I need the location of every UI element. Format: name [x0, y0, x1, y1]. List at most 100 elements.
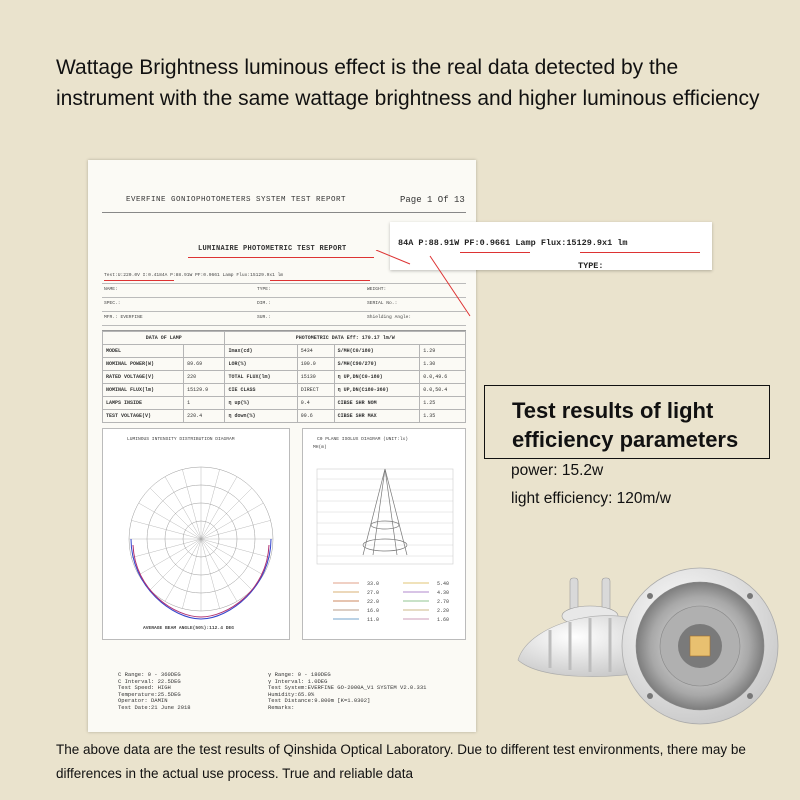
table-row: LAMPS INSIDE 1 η up(%) 0.4 CIBSE SHR NOM 1.25	[101, 396, 466, 410]
lamp-data-table: DATA OF LAMP PHOTOMETRIC DATA Eff: 170.1…	[101, 330, 466, 423]
polar-diagram	[128, 466, 274, 620]
table-cell: NOMINAL FLUX(lm)	[101, 383, 185, 397]
power-spec: power: 15.2w	[511, 462, 604, 479]
efficiency-spec: light efficiency: 120m/w	[511, 490, 671, 507]
dim-label: DIM.:	[257, 301, 271, 306]
table-cell: 100.0	[296, 357, 335, 371]
red-underline	[580, 252, 700, 253]
type-label: TYPE:	[257, 287, 271, 292]
table-cell: CIBSE SHR MAX	[333, 409, 421, 423]
table-cell: 220.4	[183, 409, 226, 423]
results-box	[484, 385, 770, 459]
serial-label: SERIAL No.:	[367, 301, 398, 306]
info-table: Test:U:220.0V I:0.4184A P:88.91W PF:0.96…	[102, 270, 466, 326]
test-line: Test:U:220.0V I:0.4184A P:88.91W PF:0.96…	[104, 273, 284, 278]
report-header: EVERFINE GONIOPHOTOMETERS SYSTEM TEST RE…	[126, 196, 347, 204]
condition-line: Remarks:	[268, 703, 295, 711]
table-cell: LAMPS INSIDE	[101, 396, 185, 410]
divider	[102, 212, 466, 213]
headline: Wattage Brightness luminous effect is th…	[56, 56, 760, 110]
red-underline	[270, 280, 370, 281]
table-row: MODEL Imax(cd) 5434 S/MH(C0/180) 1.29	[101, 344, 466, 358]
isolux-diagram-panel: C0 PLANE ISOLUX DIAGRAM (UNIT:lx) MH(m) …	[302, 428, 466, 640]
test-conditions-right: γ Range: 0 - 180DEG γ Interval: 1.0DEG Tes…	[268, 671, 427, 712]
table-cell: CIBSE SHR NOM	[333, 396, 421, 410]
isolux-title: C0 PLANE ISOLUX DIAGRAM (UNIT:lx)	[317, 437, 408, 442]
zoomed-measurement-text: 84A P:88.91W PF:0.9661 Lamp Flux:15129.9…	[398, 238, 628, 248]
results-title: Test results of light efficiency paramet…	[512, 398, 739, 452]
table-cell: 99.6	[296, 409, 335, 423]
condition-line: Operator: DAMIN	[118, 697, 168, 705]
table-row: TEST VOLTAGE(V) 220.4 η down(%) 99.6 CIBSE S…	[101, 409, 466, 423]
table-cell: NOMINAL POWER(W)	[101, 357, 185, 371]
polar-diagram-panel: LUMINOUS INTENSITY DISTRIBUTION DIAGRAM …	[102, 428, 290, 640]
table-cell: 1.25	[419, 396, 466, 410]
red-underline	[104, 280, 174, 281]
table-cell: 1	[183, 396, 226, 410]
red-underline	[188, 257, 374, 258]
table-row: NOMINAL FLUX(lm) 15129.9 CIE CLASS DIRECT η …	[101, 383, 466, 397]
condition-line: Temperature:25.5DEG	[118, 690, 181, 698]
table-cell: TOTAL FLUX(lm)	[224, 370, 298, 384]
report-title: LUMINAIRE PHOTOMETRIC TEST REPORT	[198, 245, 347, 253]
table-cell: 15129.9	[183, 383, 226, 397]
lamp-header: DATA OF LAMP	[101, 331, 226, 345]
zoomed-measurement-strip: 84A P:88.91W PF:0.9661 Lamp Flux:15129.9…	[390, 222, 712, 271]
red-callout-lines	[375, 250, 471, 317]
legend-value: 1.60	[437, 617, 449, 623]
test-conditions-left: C Range: 0 - 360DEG C Interval: 22.5DEG Te…	[118, 671, 191, 712]
condition-line: γ Range: 0 - 180DEG	[268, 671, 331, 678]
weight-label: WEIGHT:	[367, 287, 387, 292]
table-cell: 0.0,49.6	[419, 370, 466, 384]
test-row: Test:U:220.0V I:0.4184A P:88.91W PF:0.96…	[102, 270, 466, 284]
legend-value: 11.0	[367, 617, 379, 623]
red-underline	[460, 252, 530, 253]
report-page-number: Page 1 Of 13	[400, 195, 465, 205]
condition-line: C Range: 0 - 360DEG	[118, 671, 181, 678]
isolux-units: MH(m)	[313, 445, 327, 450]
table-cell: η down(%)	[224, 409, 298, 423]
zoomed-type-label: TYPE:	[578, 261, 604, 271]
table-cell: LOR(%)	[224, 357, 298, 371]
legend-value: 4.30	[437, 590, 449, 596]
table-row: NOMINAL POWER(W) 89.69 LOR(%) 100.0 S/MH(C90…	[101, 357, 466, 371]
condition-line: Test System:EVERFINE GO-2000A_V1 SYSTEM …	[268, 684, 427, 692]
isolux-legend: 33.0 5.40 27.0 4.30 22.0 2.70 16.0 2.20 11.0 1.60	[333, 581, 449, 623]
table-cell: DIRECT	[296, 383, 335, 397]
lamp-product-image	[517, 567, 779, 725]
table-cell: Imax(cd)	[224, 344, 298, 358]
mfr-label: MFR.: EVERFINE	[104, 315, 143, 320]
legend-value: 16.0	[367, 608, 379, 614]
legend-value: 5.40	[437, 581, 449, 587]
spec-label: SPEC.:	[104, 301, 121, 306]
isolux-diagram	[316, 468, 454, 565]
info-row: NAME: TYPE: WEIGHT:	[102, 284, 466, 298]
table-cell: RATED VOLTAGE(V)	[101, 370, 185, 384]
table-cell: 0.4	[296, 396, 335, 410]
polar-title: LUMINOUS INTENSITY DISTRIBUTION DIAGRAM	[127, 437, 235, 442]
table-cell: 0.0,50.4	[419, 383, 466, 397]
info-row: SPEC.: DIM.: SERIAL No.:	[102, 298, 466, 312]
legend-value: 2.20	[437, 608, 449, 614]
legend-value: 27.0	[367, 590, 379, 596]
sur-label: SUR.:	[257, 315, 271, 320]
condition-line: γ Interval: 1.0DEG	[268, 677, 328, 685]
beam-angle-caption: AVERAGE BEAM ANGLE(50%):112.4 DEG	[143, 626, 234, 631]
table-cell: MODEL	[101, 344, 185, 358]
table-cell: η UP,DN(C0-180)	[333, 370, 421, 384]
legend-value: 2.70	[437, 599, 449, 605]
legend-value: 33.0	[367, 581, 379, 587]
name-label: NAME:	[104, 287, 118, 292]
table-cell: 220	[183, 370, 226, 384]
condition-line: Humidity:65.0%	[268, 690, 315, 698]
info-row: MFR.: EVERFINE SUR.: Shielding Angle:	[102, 312, 466, 326]
shielding-label: Shielding Angle:	[367, 315, 412, 320]
footer-note: The above data are the test results of Q…	[56, 742, 746, 781]
table-cell: η UP,DN(C180-360)	[333, 383, 421, 397]
table-cell: 1.29	[419, 344, 466, 358]
condition-line: C Interval: 22.5DEG	[118, 677, 181, 685]
table-cell: η up(%)	[224, 396, 298, 410]
table-cell: TEST VOLTAGE(V)	[101, 409, 185, 423]
condition-line: Test Distance:9.800m [K=1.0302]	[268, 697, 371, 705]
table-cell	[183, 344, 226, 358]
